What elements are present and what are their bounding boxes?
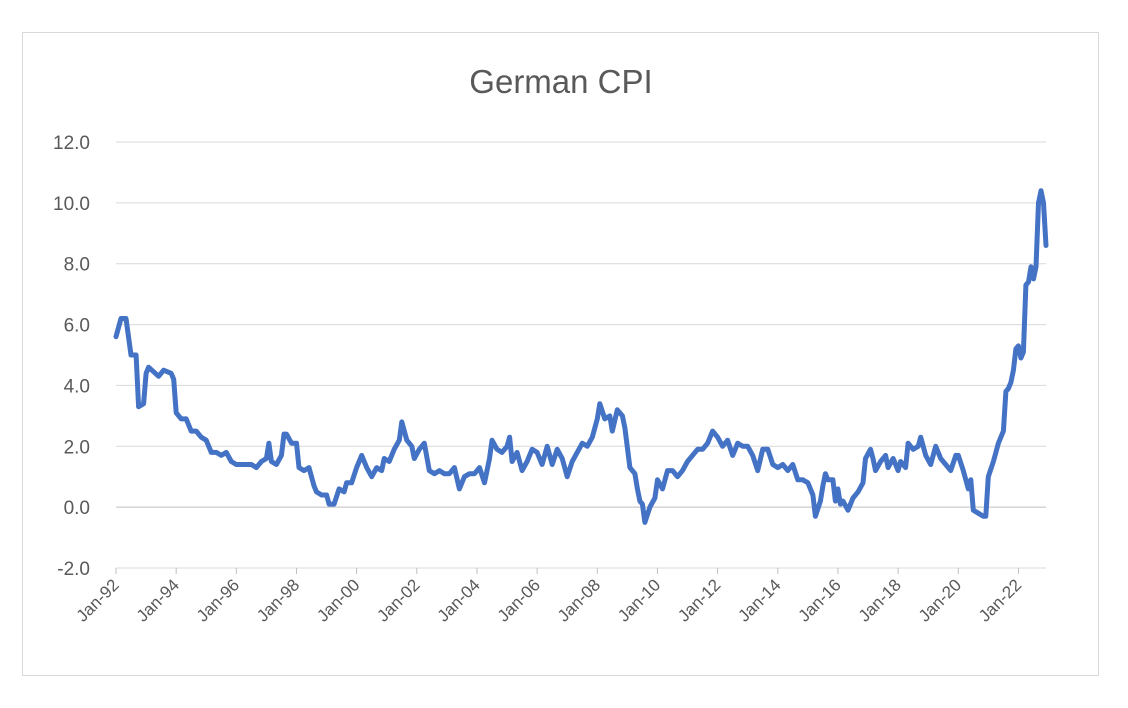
y-axis-ticks: -2.0 0.0 2.0 4.0 6.0 8.0 10.0 12.0 [53, 133, 90, 580]
x-tick-label: Jan-12 [674, 575, 724, 625]
x-tick-label: Jan-22 [975, 575, 1025, 625]
x-tick-label: Jan-14 [734, 575, 784, 625]
gridlines [116, 141, 1046, 569]
x-tick-label: Jan-16 [795, 575, 845, 625]
y-tick-label: 8.0 [64, 255, 90, 276]
x-tick-label: Jan-00 [313, 575, 363, 625]
x-tick-label: Jan-02 [373, 575, 423, 625]
y-tick-label: 10.0 [53, 194, 90, 215]
x-tick-label: Jan-20 [915, 575, 965, 625]
x-tick-label: Jan-04 [434, 575, 484, 625]
x-tick-label: Jan-96 [193, 575, 243, 625]
x-tick-label: Jan-10 [614, 575, 664, 625]
y-tick-label: 4.0 [64, 376, 90, 397]
x-tick-label: Jan-08 [554, 575, 604, 625]
y-tick-label: 2.0 [64, 437, 90, 458]
y-tick-label: -2.0 [57, 559, 90, 580]
chart-title: German CPI [469, 63, 652, 100]
x-tick-label: Jan-98 [253, 575, 303, 625]
x-tick-label: Jan-92 [73, 575, 123, 625]
y-tick-label: 12.0 [53, 133, 90, 154]
x-axis-ticks: Jan-92 Jan-94 Jan-96 Jan-98 Jan-00 Jan-02 Jan-… [73, 568, 1025, 626]
y-tick-label: 0.0 [64, 498, 90, 519]
series-layer [113, 188, 1049, 525]
series-line [113, 188, 1049, 525]
y-tick-label: 6.0 [64, 316, 90, 337]
x-tick-label: Jan-94 [133, 575, 183, 625]
chart-frame: German CPI -2.0 0.0 2.0 4.0 6.0 8.0 10.0 12.0 J… [22, 32, 1099, 676]
x-tick-label: Jan-18 [855, 575, 905, 625]
x-tick-label: Jan-06 [494, 575, 544, 625]
line-chart: German CPI -2.0 0.0 2.0 4.0 6.0 8.0 10.0 12.0 J… [53, 63, 1049, 626]
